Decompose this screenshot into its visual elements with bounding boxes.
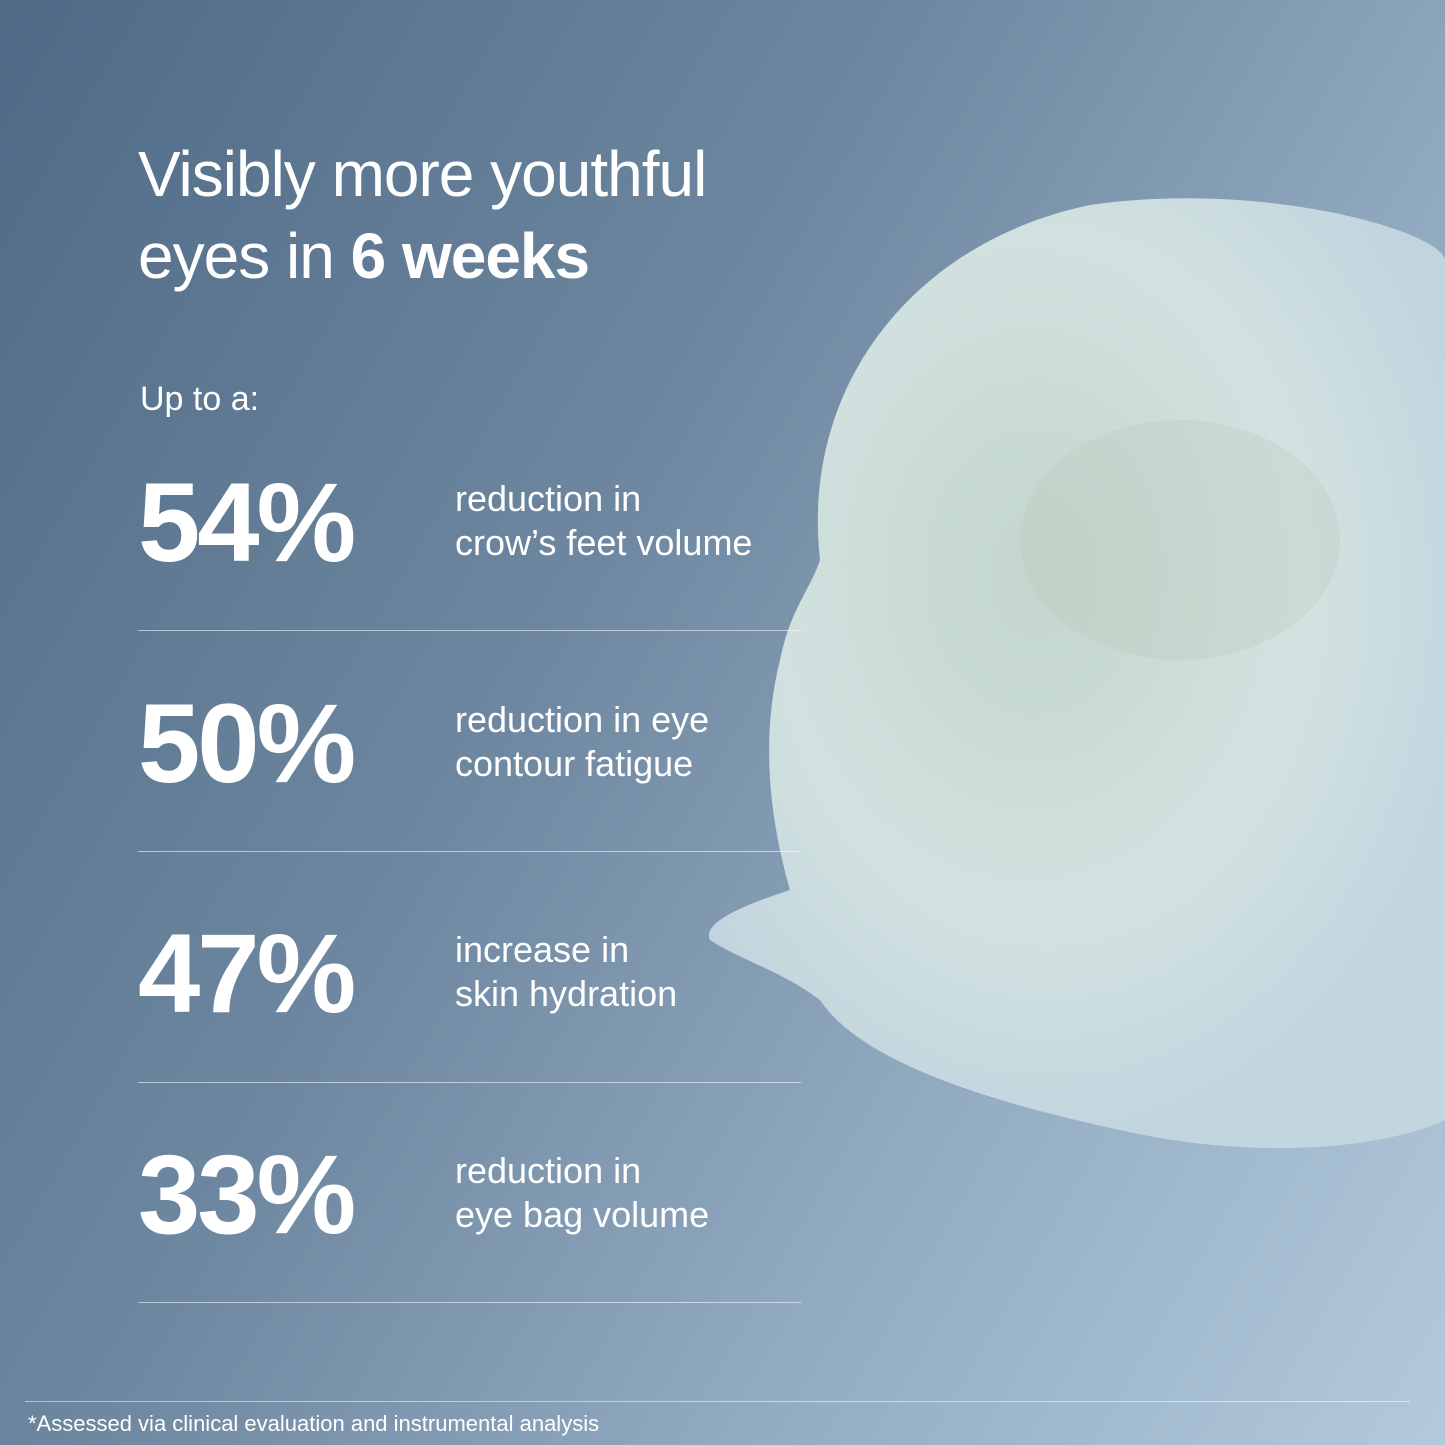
divider <box>138 1302 801 1303</box>
stat-description: reduction in <box>455 1150 642 1191</box>
headline: eyes in 6 weeks <box>138 224 590 288</box>
stat-description: increase in <box>455 929 630 970</box>
stat-description: eye bag volume <box>455 1194 710 1235</box>
headline-text: eyes in <box>138 220 335 292</box>
stat-value: 47% <box>138 911 356 1036</box>
headline-bold: 6 weeks <box>350 220 591 292</box>
divider <box>138 851 801 852</box>
divider <box>25 1401 1410 1402</box>
stat-description: reduction in <box>455 478 642 519</box>
stat-value: 33% <box>138 1132 356 1257</box>
stat-value: 54% <box>138 460 356 585</box>
stat-value: 50% <box>138 681 356 806</box>
stat-description: reduction in eye <box>455 699 710 740</box>
divider <box>138 630 801 631</box>
stat-description: contour fatigue <box>455 743 694 784</box>
stat-description: skin hydration <box>455 973 678 1014</box>
divider <box>138 1082 801 1083</box>
footnote: *Assessed via clinical evaluation and in… <box>28 1411 600 1436</box>
headline: Visibly more youthful <box>138 138 707 210</box>
intro: Up to a: <box>140 380 260 418</box>
stat-description: crow’s feet volume <box>455 522 753 563</box>
